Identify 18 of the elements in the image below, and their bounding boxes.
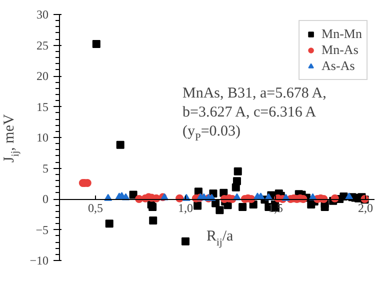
y-tick-label: 5 (42, 161, 48, 176)
y-axis-title: Jij, meV (2, 114, 22, 162)
x-tick-label: 2,0 (358, 201, 373, 215)
legend-label: Mn-Mn (322, 26, 362, 42)
y-tick-label: 25 (36, 38, 48, 52)
annotation: MnAs, B31, a=5.678 A, (182, 86, 326, 102)
y-tick-label: −10 (30, 254, 49, 268)
x-tick-label: 1,0 (178, 201, 193, 215)
y-tick-label: 30 (36, 8, 48, 22)
y-tick-label: 15 (36, 100, 48, 114)
annotation: b=3.627 A, c=6.316 A (182, 104, 316, 120)
y-tick-label: −5 (36, 222, 49, 237)
legend-label: Mn-As (322, 42, 358, 58)
x-tick-label: 0,5 (88, 201, 103, 215)
y-tick-label: 20 (36, 69, 48, 83)
y-tick-label: 0 (42, 192, 48, 206)
legend-label: As-As (322, 58, 355, 74)
y-tick-label: 10 (36, 130, 48, 144)
